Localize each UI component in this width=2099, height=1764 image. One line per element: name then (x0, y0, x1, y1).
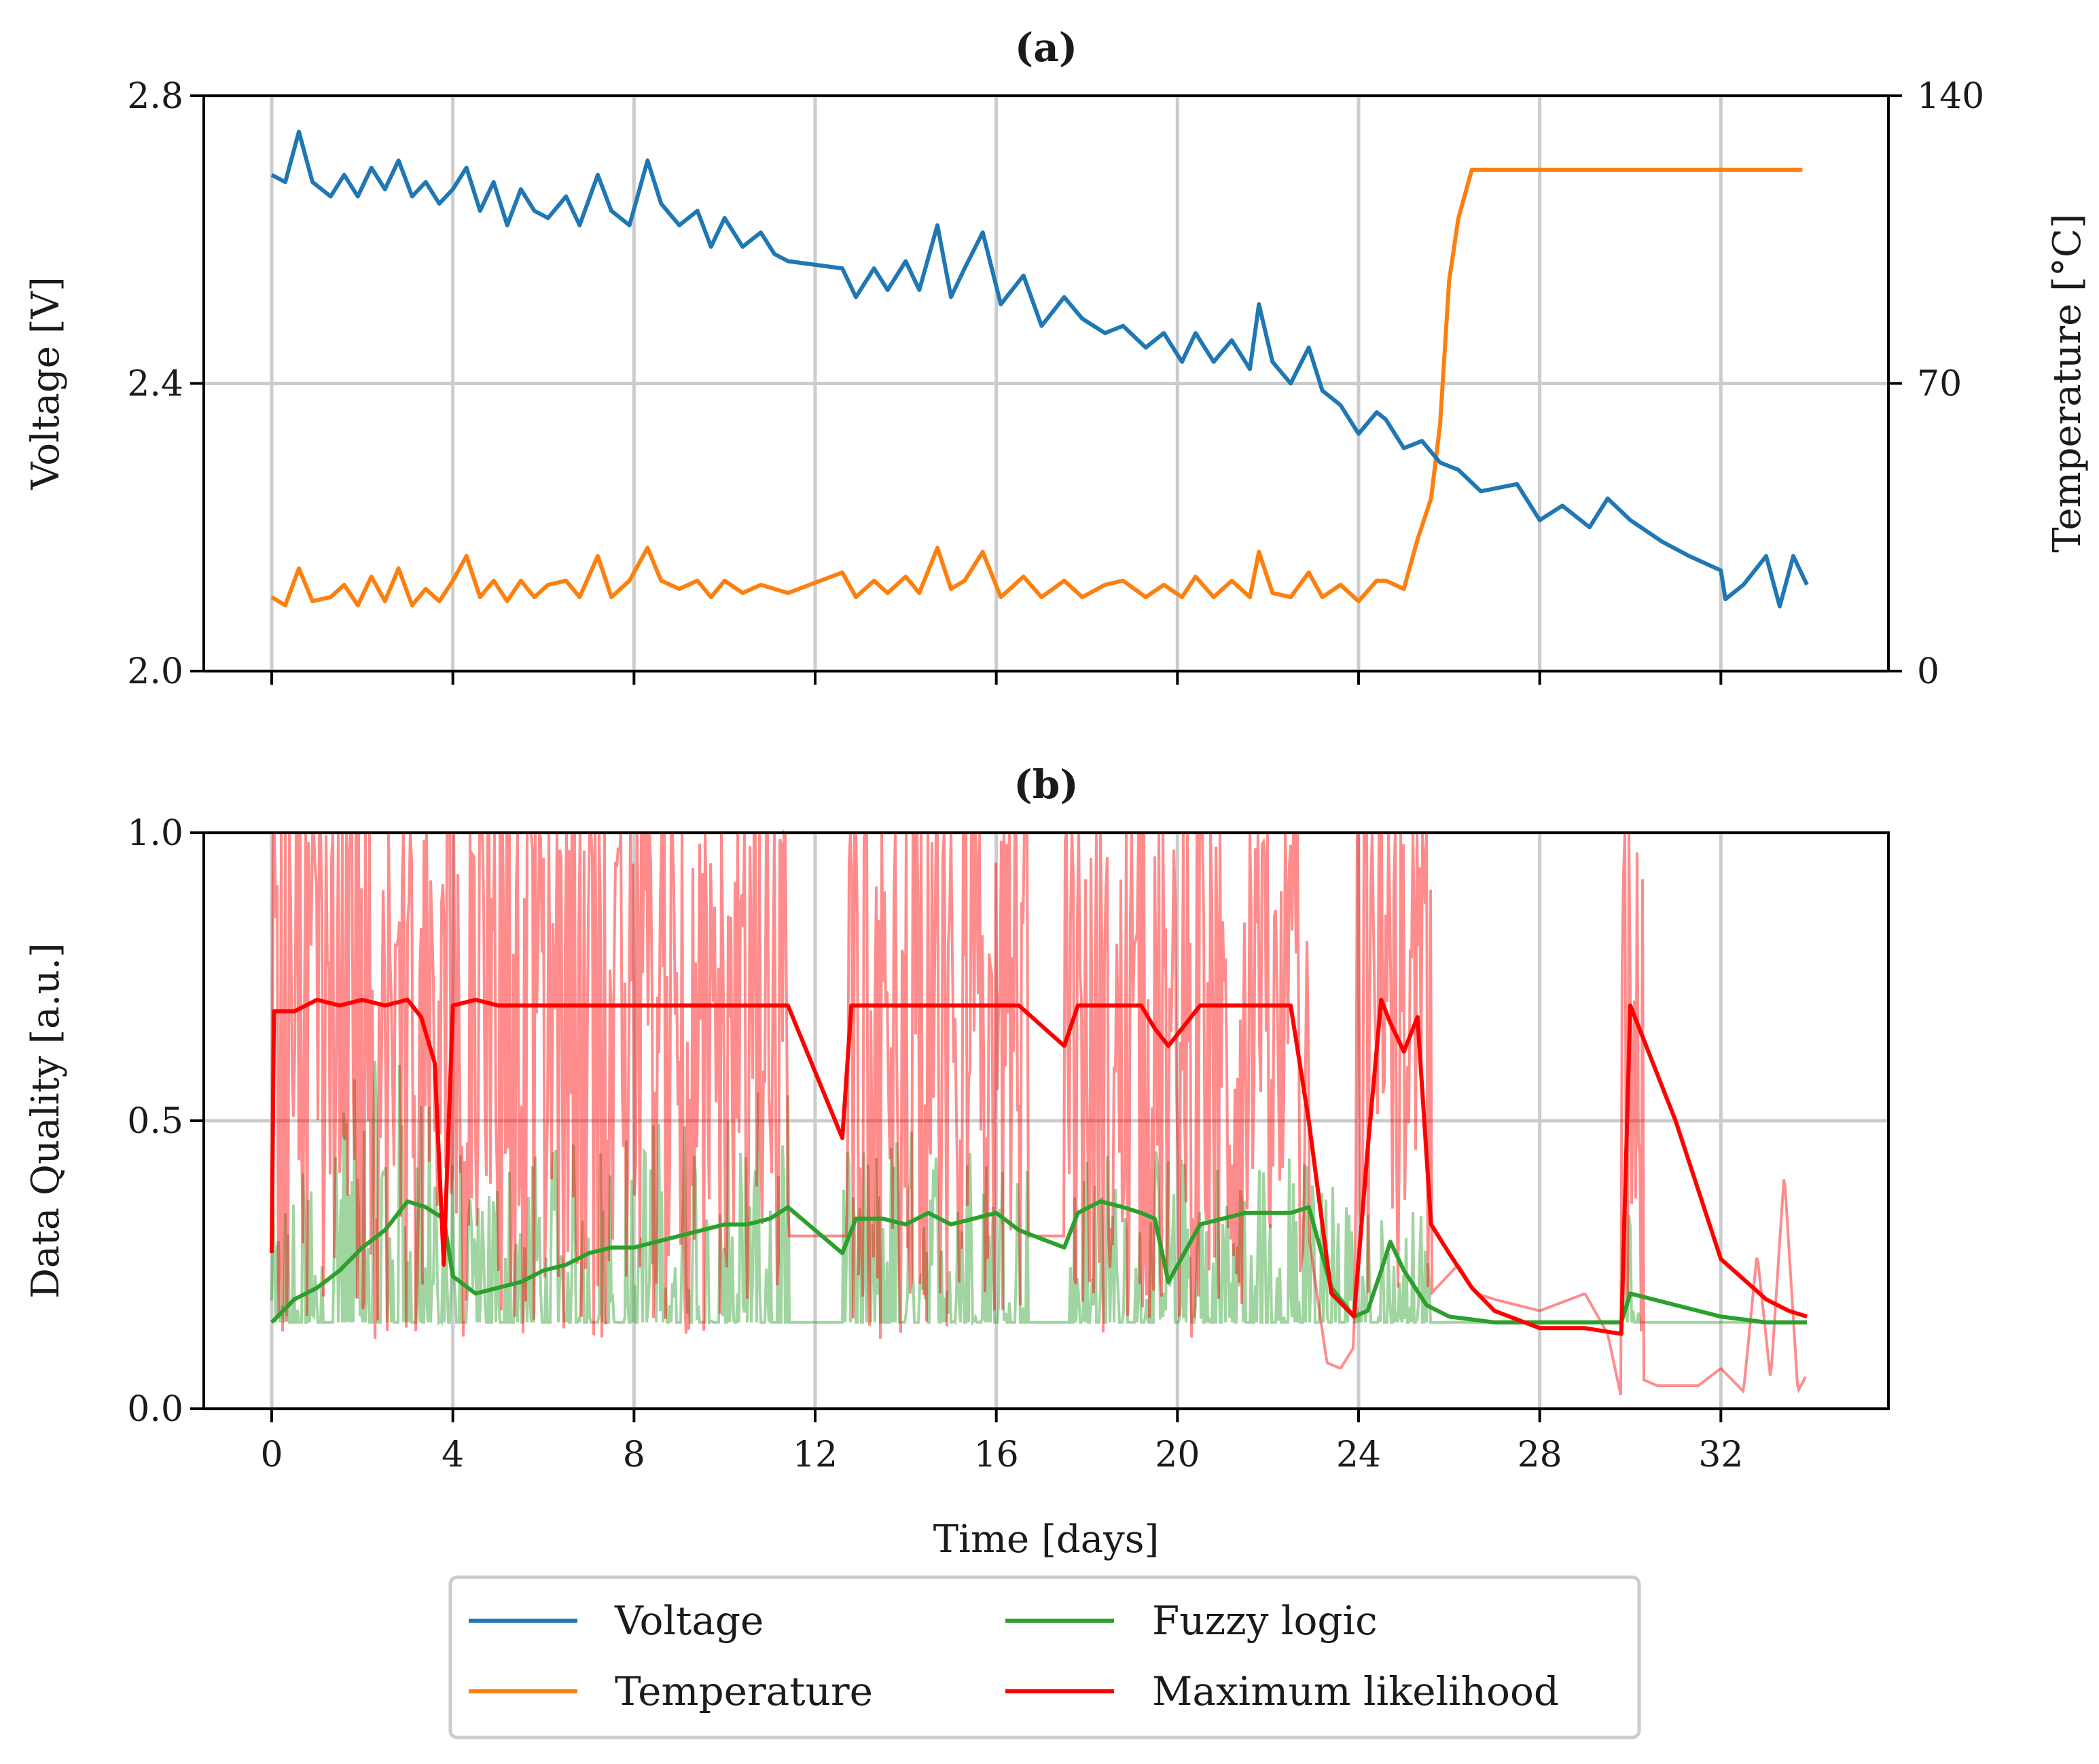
panel-a-ytick-label: 2.8 (127, 76, 183, 117)
panel-a-y2tick-label: 0 (1917, 651, 1939, 692)
panel-b-ticks: 0.0 0.5 1.0 0 4 8 12 16 20 24 28 32 (127, 813, 1743, 1475)
panel-a: (a) 2.0 2.4 2.8 0 70 140 Voltage [V] Temperat… (24, 24, 2089, 692)
panel-b-xtick-label: 4 (442, 1435, 464, 1475)
series-line-temperature (270, 167, 1803, 608)
panel-a-ytick-label: 2.0 (127, 651, 183, 692)
panel-a-title: (a) (1015, 24, 1077, 71)
panel-b-ytick-label: 0.0 (127, 1389, 183, 1430)
panel-a-y2tick-label: 70 (1917, 364, 1962, 405)
panel-b-title: (b) (1013, 761, 1078, 808)
legend-box (448, 1575, 1641, 1740)
panel-b-xtick-label: 28 (1518, 1435, 1562, 1475)
series-line-voltage (270, 129, 1809, 609)
legend-label-voltage: Voltage (614, 1598, 764, 1644)
panel-b-xtick-label: 24 (1336, 1435, 1381, 1475)
panel-b-xtick-label: 12 (793, 1435, 838, 1475)
panel-a-ticks: 2.0 2.4 2.8 0 70 140 (127, 76, 1984, 692)
panel-b: (b) 0.0 0.5 1.0 0 4 8 12 16 20 24 28 32 Data Qualit… (24, 761, 1890, 1562)
legend-label-maximum-likelihood: Maximum likelihood (1152, 1668, 1559, 1714)
panel-a-y2label: Temperature [°C] (2045, 213, 2089, 552)
panel-b-xtick-label: 8 (623, 1435, 645, 1475)
panel-b-xtick-label: 20 (1155, 1435, 1200, 1475)
series-line-fuzzy-logic (270, 1199, 1807, 1325)
panel-a-y2tick-label: 140 (1917, 76, 1984, 117)
panel-b-ylabel: Data Quality [a.u.] (24, 943, 68, 1299)
panel-b-xtick-label: 0 (260, 1435, 283, 1475)
series-line-maximum-likelihood-raw (270, 829, 1807, 1396)
panel-a-ylabel: Voltage [V] (24, 276, 68, 490)
series-line-maximum-likelihood (270, 997, 1808, 1336)
panel-a-series (270, 129, 1809, 609)
panel-b-ytick-label: 0.5 (127, 1101, 183, 1142)
panel-b-xtick-label: 32 (1698, 1435, 1743, 1475)
panel-a-ytick-label: 2.4 (127, 364, 183, 405)
legend-label-fuzzy-logic: Fuzzy logic (1152, 1598, 1378, 1644)
legend-label-temperature: Temperature (615, 1668, 873, 1714)
panel-b-ytick-label: 1.0 (127, 813, 183, 854)
panel-b-xtick-label: 16 (974, 1435, 1019, 1475)
panel-b-series (270, 829, 1808, 1396)
legend: Voltage Temperature Fuzzy logic Maximum … (448, 1575, 1641, 1740)
panel-b-xlabel: Time [days] (933, 1517, 1160, 1562)
